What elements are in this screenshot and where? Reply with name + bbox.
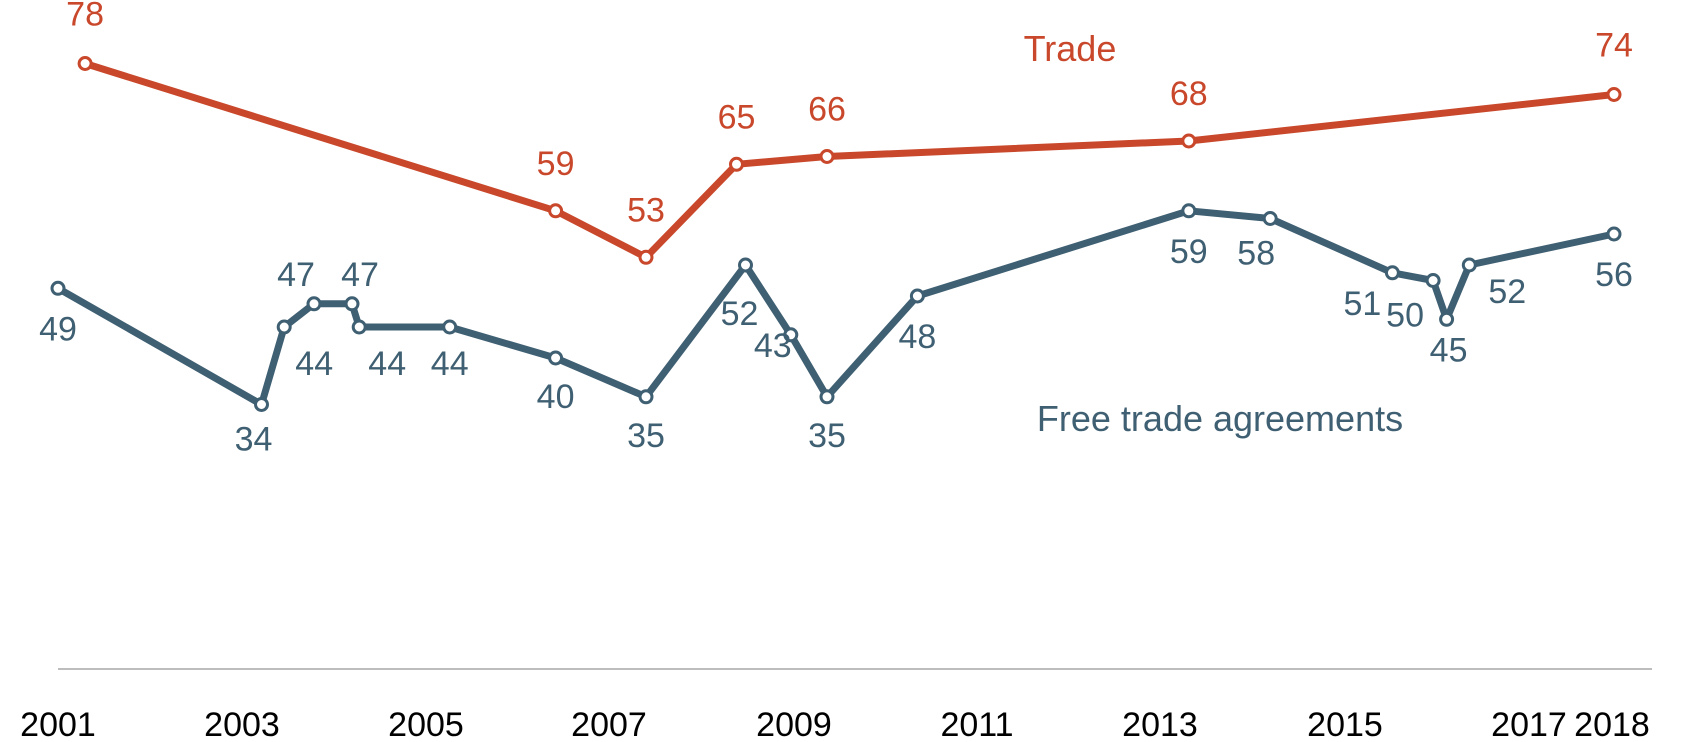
data-point (548, 203, 564, 219)
data-label: 50 (1386, 297, 1424, 335)
data-label: 59 (1170, 233, 1208, 271)
data-point (738, 257, 753, 273)
series-0 (77, 56, 1622, 265)
data-label: 44 (368, 345, 406, 383)
data-label: 65 (718, 98, 756, 136)
data-point (1384, 265, 1400, 281)
data-point (909, 288, 925, 304)
x-tick-label: 2013 (1122, 706, 1198, 742)
data-label: 68 (1170, 75, 1208, 113)
data-point (1606, 226, 1622, 242)
data-point (344, 296, 360, 312)
data-point (306, 296, 322, 312)
data-point (819, 149, 835, 164)
data-label: 44 (431, 345, 469, 383)
data-label: 44 (295, 345, 333, 383)
x-tick-label: 2003 (204, 706, 280, 742)
data-label: 59 (537, 145, 575, 183)
x-tick-label: 2015 (1307, 706, 1383, 742)
series-1 (50, 203, 1622, 412)
x-tick-label: 2017 (1491, 706, 1567, 742)
x-tick-label: 2009 (756, 706, 832, 742)
series-layer (50, 56, 1622, 412)
data-point (1262, 211, 1278, 226)
data-point (1439, 311, 1455, 327)
x-tick-label: 2011 (940, 706, 1013, 742)
data-label: 78 (66, 0, 104, 34)
data-label: 35 (627, 417, 665, 455)
data-label: 43 (754, 327, 792, 365)
data-point (638, 249, 654, 265)
data-point (50, 280, 66, 296)
data-label: 51 (1343, 285, 1381, 323)
data-label: 58 (1237, 235, 1275, 273)
data-point (1425, 273, 1441, 288)
data-label: 47 (277, 256, 315, 294)
data-point (1181, 133, 1197, 149)
data-label: 52 (721, 295, 759, 333)
data-label: 52 (1488, 273, 1526, 311)
data-label: 47 (341, 256, 379, 294)
data-label: 40 (537, 378, 575, 416)
x-tick-label: 2018 (1574, 706, 1650, 742)
data-label: 34 (235, 421, 273, 459)
series-name-label: Free trade agreements (1037, 398, 1403, 439)
data-point (442, 319, 458, 335)
x-tick-label: 2001 (20, 706, 96, 742)
x-tick-label: 2005 (388, 706, 464, 742)
data-label: 49 (39, 310, 77, 348)
data-point (638, 389, 654, 405)
data-point (254, 397, 269, 412)
data-point (729, 156, 744, 172)
data-point (1461, 257, 1477, 273)
data-label: 45 (1430, 331, 1468, 369)
data-label: 53 (627, 191, 665, 229)
data-label: 74 (1595, 27, 1633, 65)
data-point (351, 319, 367, 335)
x-tick-layer: 2001 2003 2005 2007 2009 2011 2013 2015 2017 2018 (20, 706, 1650, 742)
data-label: 56 (1595, 256, 1633, 294)
series-name-label: Trade (1024, 28, 1117, 69)
data-point (276, 319, 292, 335)
data-label: 35 (808, 417, 846, 455)
data-point (819, 389, 835, 405)
series-line (81, 60, 1618, 261)
series-name-layer: Trade Free trade agreements (1024, 28, 1403, 439)
data-label: 66 (808, 91, 846, 129)
data-point (1606, 87, 1622, 102)
data-point (77, 56, 93, 71)
data-point (783, 327, 799, 343)
data-point (1181, 203, 1197, 219)
data-label: 48 (898, 318, 936, 356)
x-tick-label: 2007 (571, 706, 647, 742)
data-point (548, 350, 564, 366)
